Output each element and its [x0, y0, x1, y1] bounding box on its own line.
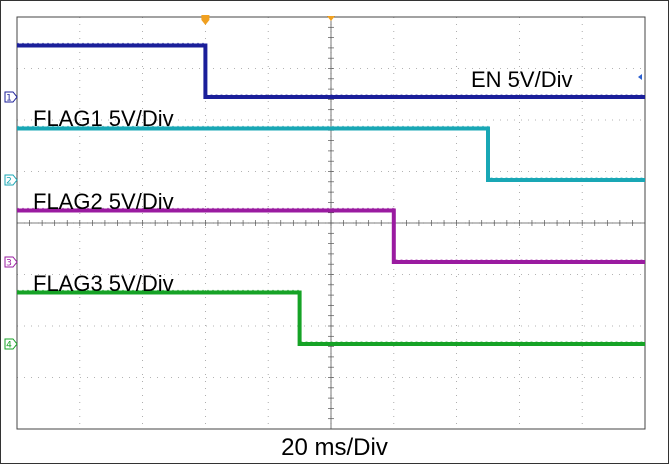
- time-scale-label: 20 ms/Div: [281, 434, 388, 461]
- flag3-trace-label: FLAG3 5V/Div: [33, 271, 174, 296]
- channel-marker-shape: [4, 174, 18, 186]
- channel-marker-shape: [4, 338, 18, 350]
- flag2-trace-label: FLAG2 5V/Div: [33, 189, 174, 214]
- channel-marker-number: 3: [6, 259, 12, 269]
- channel-marker-number: 4: [6, 341, 12, 351]
- channel-3-ground-marker: 3: [4, 256, 18, 269]
- flag1-trace-label: FLAG1 5V/Div: [33, 106, 174, 131]
- channel-marker-shape: [4, 256, 18, 268]
- channel-marker-number: 2: [6, 177, 12, 187]
- channel-marker-number: 1: [6, 94, 12, 104]
- channel-2-ground-marker: 2: [4, 174, 18, 187]
- channel-4-ground-marker: 4: [4, 338, 18, 351]
- reference-arrow-icon: [638, 74, 642, 80]
- en-trace-label: EN 5V/Div: [471, 67, 573, 92]
- trace-noise-flag1: [17, 125, 645, 179]
- channel-1-ground-marker: 1: [4, 91, 18, 104]
- trace-flag1: [17, 126, 645, 182]
- trigger-time-marker: [327, 16, 335, 21]
- trigger-position-marker: [201, 15, 210, 25]
- channel-marker-shape: [4, 91, 18, 103]
- trace-flag2: [17, 208, 645, 264]
- trace-noise-flag3: [17, 289, 645, 343]
